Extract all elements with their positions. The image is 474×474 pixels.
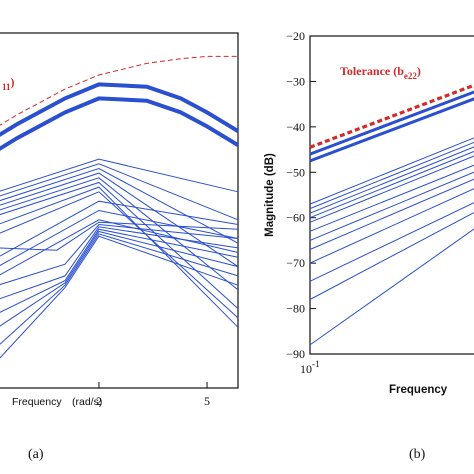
series-line-b-2 bbox=[309, 141, 474, 210]
tolerance-line-b bbox=[309, 83, 474, 149]
series-line-b-10 bbox=[309, 202, 474, 282]
y-tick-label-b--20: −20 bbox=[286, 29, 305, 43]
series-line-a-4 bbox=[0, 172, 239, 268]
series-line-b-4 bbox=[309, 150, 474, 219]
series-line-a-2 bbox=[0, 163, 239, 221]
series-line-b-6 bbox=[309, 164, 474, 232]
series-line-a-9 bbox=[0, 200, 239, 257]
series-line-a-3 bbox=[0, 167, 239, 244]
series-line-b-9 bbox=[309, 188, 474, 264]
thick-series-a-1 bbox=[0, 82, 240, 137]
series-line-a-14 bbox=[0, 226, 239, 300]
y-axis-title-b: Magnitude (dB) bbox=[264, 153, 276, 237]
series-line-b-11 bbox=[309, 212, 474, 300]
thick-series-group-a bbox=[0, 82, 240, 151]
x-tick-label-b: 10-1 bbox=[300, 359, 320, 376]
y-tick-label-b--80: −80 bbox=[286, 302, 305, 316]
plot-frame-a bbox=[0, 32, 239, 389]
y-ticks-b: −20 −30 −40 −50 −60 −70 −80 −90 bbox=[286, 29, 316, 361]
tolerance-line-a bbox=[0, 55, 238, 126]
thick-series-group-b bbox=[309, 90, 474, 163]
series-line-b-7 bbox=[309, 171, 474, 241]
series-line-a-6 bbox=[0, 181, 239, 309]
y-tick-label-b--90: −90 bbox=[286, 347, 305, 361]
annotation-a: 11) bbox=[2, 75, 15, 92]
series-group-b bbox=[309, 137, 474, 346]
x-tick-label-a-2: 2 bbox=[96, 394, 102, 408]
series-line-a-10 bbox=[0, 209, 239, 267]
plot-frame-b bbox=[309, 35, 474, 355]
series-line-b-3 bbox=[309, 146, 474, 214]
y-tick-label-b--50: −50 bbox=[286, 165, 305, 179]
series-line-a-15 bbox=[0, 228, 239, 313]
thick-series-b-2 bbox=[309, 97, 474, 163]
series-line-a-5 bbox=[0, 177, 239, 291]
x-axis-title-b: Frequency bbox=[389, 384, 448, 396]
y-tick-label-b--40: −40 bbox=[286, 120, 305, 134]
x-axis-unit-a: (rad/s) bbox=[72, 396, 102, 408]
series-line-a-12 bbox=[0, 221, 239, 251]
series-line-a-1 bbox=[0, 158, 239, 193]
y-tick-label-b--30: −30 bbox=[286, 74, 305, 88]
annotation-b: Tolerance (be22) bbox=[340, 64, 421, 81]
series-line-a-11 bbox=[0, 219, 239, 276]
series-line-a-7 bbox=[0, 186, 239, 328]
thick-series-b-1 bbox=[309, 90, 474, 156]
series-line-b-1 bbox=[309, 137, 474, 205]
x-tick-label-a-5: 5 bbox=[204, 394, 210, 408]
panel-label-b: (b) bbox=[409, 447, 426, 462]
series-line-b-5 bbox=[309, 155, 474, 223]
y-tick-label-b--60: −60 bbox=[286, 211, 305, 225]
series-group-a bbox=[0, 158, 239, 359]
series-line-a-13 bbox=[0, 223, 239, 286]
panel-b: −20 −30 −40 −50 −60 −70 −80 −90 Tolerance (be22… bbox=[264, 29, 474, 462]
series-line-a-16 bbox=[0, 230, 239, 327]
series-line-a-18 bbox=[0, 235, 239, 359]
panel-label-a: (a) bbox=[28, 447, 44, 462]
series-line-b-12 bbox=[309, 228, 474, 346]
series-line-b-8 bbox=[309, 178, 474, 250]
x-axis-title-a: Frequency bbox=[12, 396, 62, 408]
series-line-a-17 bbox=[0, 233, 239, 345]
y-tick-label-b--70: −70 bbox=[286, 256, 305, 270]
series-line-a-8 bbox=[0, 191, 239, 319]
thick-series-a-2 bbox=[0, 96, 240, 151]
